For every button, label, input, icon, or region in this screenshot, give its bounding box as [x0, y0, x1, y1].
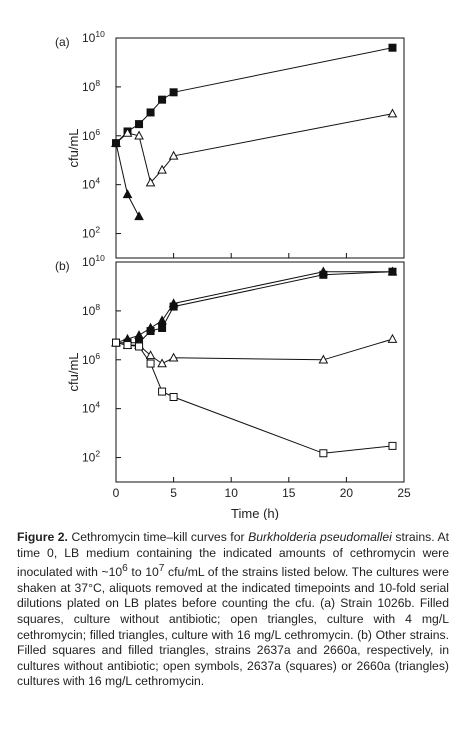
y-tick-label-a-2: 106: [82, 127, 100, 143]
x-tick-label-0: 0: [113, 486, 120, 500]
series-a-1-marker-2: [134, 130, 144, 140]
y-tick-label-b-2: 106: [82, 351, 100, 367]
series-a-0-marker-2: [135, 120, 144, 129]
series-a-1-marker-3: [145, 177, 156, 187]
series-a-1-marker-6: [387, 108, 398, 118]
figure-caption: Figure 2. Cethromycin time–kill curves f…: [17, 530, 449, 690]
series-b-0-line: [116, 271, 393, 344]
y-tick-label-b-3: 104: [82, 400, 100, 416]
series-b-1-line: [115, 271, 393, 344]
y-tick-label-a-1: 108: [82, 78, 100, 94]
series-b-1-marker-6: [318, 266, 329, 276]
series-a-0-marker-4: [158, 95, 167, 104]
y-tick-label-a-3: 104: [82, 176, 100, 192]
series-b-2-marker-5: [168, 352, 179, 362]
series-b-2-line: [115, 338, 393, 365]
caption-text-1: Cethromycin time–kill curves for: [67, 530, 249, 544]
series-b-2-marker-6: [318, 354, 329, 364]
y-tick-label-a-0: 1010: [82, 29, 105, 45]
series-b-2-marker-3: [145, 350, 156, 360]
panel-a: (a) cfu/mL 1010 108 106 104 102: [55, 29, 405, 259]
series-b-3-marker-3: [146, 359, 155, 368]
series-b-3-marker-2: [135, 342, 144, 351]
series-a-0-marker-5: [169, 88, 178, 97]
y-tick-label-b-0: 1010: [82, 253, 105, 269]
panel-label-a: (a): [55, 35, 70, 49]
series-b-3-marker-5: [169, 393, 178, 402]
series-b-1-marker-7: [387, 266, 398, 276]
y-tick-label-b-1: 108: [82, 302, 100, 318]
y-tick-label-b-4: 102: [82, 449, 100, 465]
series-b-2-marker-7: [387, 333, 398, 343]
plot-frame-a: [115, 37, 405, 259]
series-a-1-marker-4: [157, 164, 167, 174]
x-tick-label-1: 5: [170, 486, 177, 500]
caption-text-2: strains. At time 0, LB medium containing…: [17, 530, 449, 580]
series-a-0-marker-3: [146, 108, 155, 117]
series-b-0-marker-4: [158, 323, 167, 332]
caption-text-3: to 10: [127, 565, 159, 580]
caption-superscript-2: 7: [158, 563, 165, 575]
series-a-1-marker-5: [168, 150, 179, 160]
series-b-1-marker-4: [157, 315, 167, 325]
series-a-0-line: [115, 47, 393, 144]
x-axis-label: Time (h): [231, 506, 279, 520]
series-b-3-marker-0: [112, 338, 120, 347]
series-b-1-marker-5: [168, 298, 179, 308]
series-b-3-marker-6: [319, 449, 328, 458]
series-a-2-marker-1: [122, 189, 133, 199]
x-tick-label-3: 15: [282, 486, 296, 500]
panel-label-b: (b): [55, 259, 70, 273]
series-b-3-marker-1: [123, 341, 132, 350]
series-a-1-marker-1: [122, 127, 133, 137]
x-tick-label-5: 25: [397, 486, 411, 500]
series-a-1-line: [115, 113, 393, 184]
figure-label: Figure 2.: [17, 530, 68, 544]
plot-frame-b: [115, 261, 405, 483]
figure: (a) cfu/mL 1010 108 106 104 102 (b) cfu/mL T…: [55, 29, 411, 520]
series-a-0-marker-6: [388, 43, 397, 52]
series-a-2-marker-0: [111, 137, 121, 147]
caption-species: Burkholderia pseudomallei: [248, 530, 392, 544]
series-a-2-line: [115, 142, 140, 217]
y-axis-label-b: cfu/mL: [66, 352, 81, 391]
series-b-3-marker-4: [158, 387, 167, 396]
x-tick-label-2: 10: [225, 486, 239, 500]
series-b-1-marker-3: [145, 322, 156, 332]
caption-text-4: cfu/mL of the strains listed below. The …: [17, 565, 450, 689]
series-b-2-marker-4: [157, 358, 167, 368]
x-tick-label-4: 20: [340, 486, 354, 500]
y-axis-label-a: cfu/mL: [66, 128, 81, 167]
y-tick-label-a-4: 102: [82, 225, 100, 241]
caption-superscript-1: 6: [122, 563, 128, 575]
series-a-2-marker-2: [134, 211, 144, 221]
series-b-3-marker-7: [388, 441, 397, 450]
series-b-1-marker-2: [134, 330, 144, 340]
